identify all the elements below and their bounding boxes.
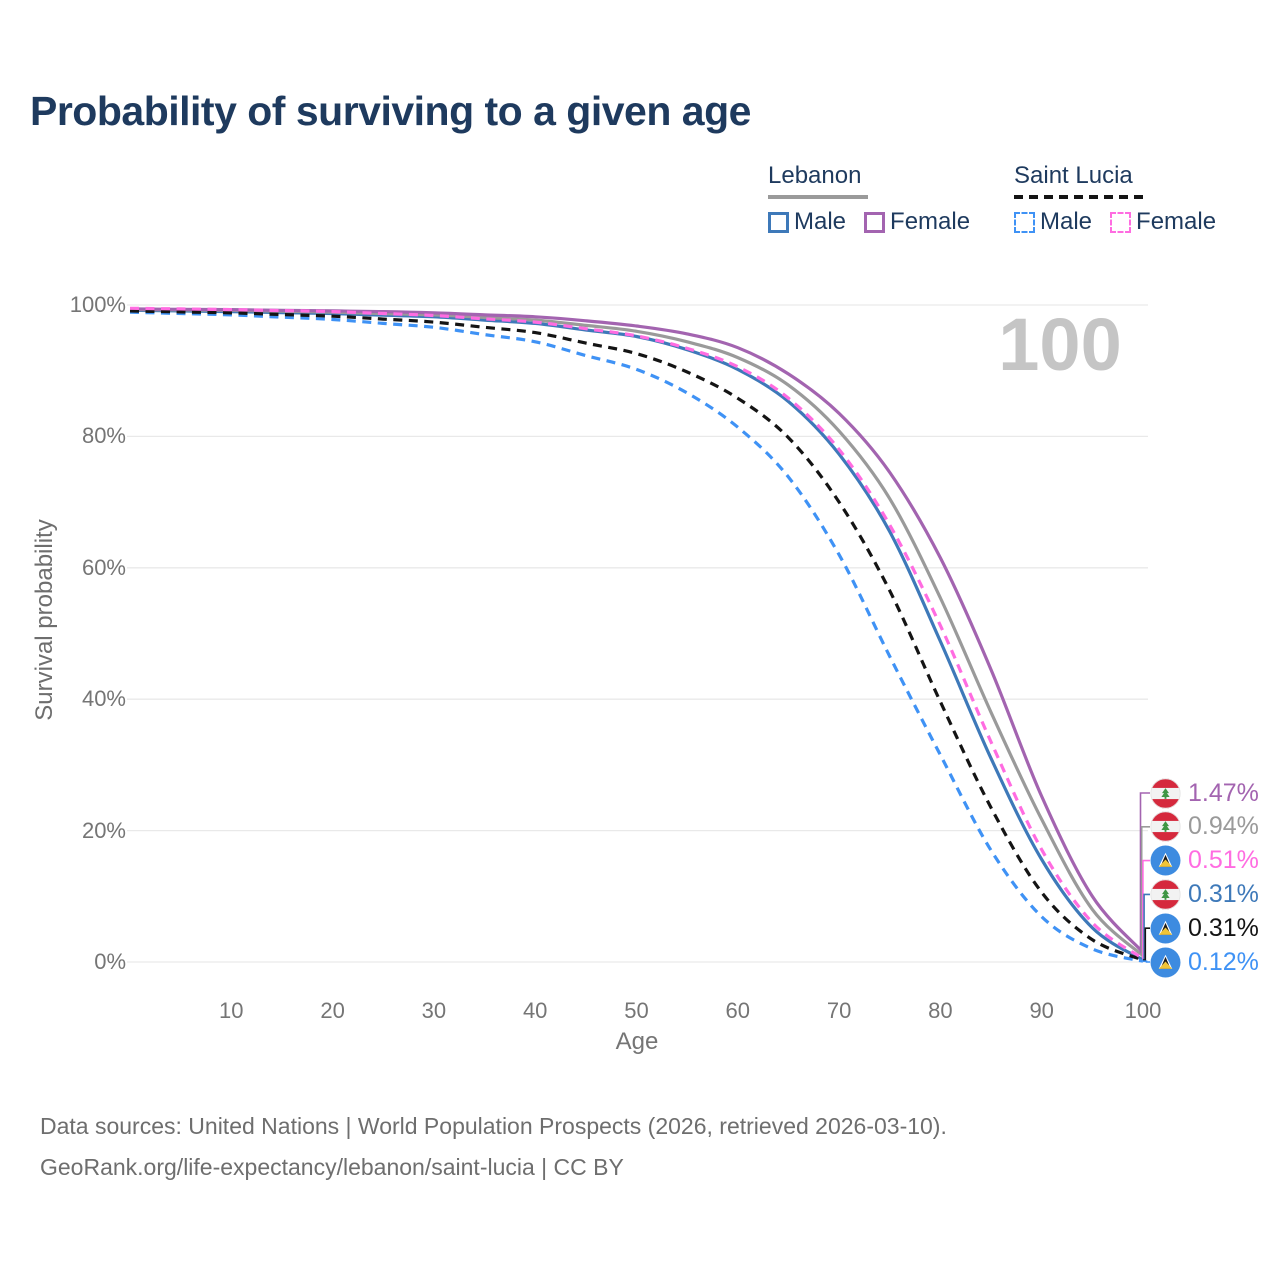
end-label-lebanon-male: 0.31% [1150, 878, 1259, 910]
y-tick-80%: 80% [81, 423, 126, 449]
y-tick-100%: 100% [69, 292, 126, 317]
x-tick-80: 80 [928, 998, 953, 1023]
end-label-saint-lucia-both-sexes: 0.31% [1150, 912, 1259, 944]
lebanon-male-swatch-icon [768, 211, 789, 233]
curve-saint-lucia-male [129, 310, 1144, 963]
x-tick-90: 90 [1029, 998, 1054, 1023]
curve-saint-lucia-female [129, 306, 1144, 960]
footer: Data sources: United Nations | World Pop… [40, 1106, 947, 1188]
legend-item-saint-lucia-female[interactable]: Female [1110, 208, 1216, 236]
x-tick-10: 10 [219, 998, 244, 1023]
x-tick-20: 20 [320, 998, 345, 1023]
end-label-lebanon-female: 1.47% [1150, 777, 1259, 809]
lebanon-linestyle-swatch [768, 195, 868, 199]
connector-saint-lucia-both-sexes [1143, 927, 1150, 961]
survival-curves [129, 306, 1145, 963]
x-tick-100: 100 [1124, 998, 1162, 1023]
y-axis-title: Survival probability [31, 519, 58, 721]
legend-item-label: Female [890, 208, 971, 235]
connector-lebanon-male [1143, 893, 1150, 961]
saint-lucia-flag-icon [1150, 947, 1181, 978]
legend-item-label: Male [1040, 208, 1093, 235]
end-value-saint-lucia-male: 0.12% [1188, 947, 1259, 976]
footer-data-sources: Data sources: United Nations | World Pop… [40, 1113, 947, 1139]
legend-group-lebanon: Lebanon Male Female [768, 162, 970, 236]
legend-group-saint-lucia: Saint Lucia Male Female [1014, 162, 1216, 236]
x-axis-title: Age [615, 1028, 659, 1055]
end-label-saint-lucia-male: 0.12% [1150, 946, 1259, 978]
curve-lebanon-female [129, 307, 1145, 954]
legend-item-label: Female [1136, 208, 1217, 235]
end-label-lebanon-both-sexes: 0.94% [1150, 811, 1259, 843]
gridlines [127, 304, 1148, 963]
end-value-lebanon-female: 1.47% [1188, 778, 1259, 807]
saint-lucia-linestyle-swatch [1014, 195, 1145, 199]
y-tick-60%: 60% [81, 554, 126, 580]
saint-lucia-male-swatch-icon [1014, 211, 1035, 233]
curve-lebanon-both-sexes [129, 308, 1145, 957]
page-title: Probability of surviving to a given age [30, 88, 751, 134]
saint-lucia-female-swatch-icon [1110, 211, 1132, 233]
x-tick-30: 30 [421, 998, 447, 1023]
lebanon-flag-icon [1150, 879, 1181, 910]
legend-item-label: Male [794, 208, 847, 235]
legend-item-lebanon-male[interactable]: Male [768, 208, 846, 236]
end-value-lebanon-both-sexes: 0.94% [1188, 812, 1259, 841]
y-tick-0%: 0% [94, 949, 126, 974]
lebanon-flag-icon [1150, 778, 1181, 809]
legend-group-saint-lucia-title: Saint Lucia [1014, 162, 1133, 189]
x-tick-40: 40 [522, 998, 548, 1023]
lebanon-female-swatch-icon [864, 211, 886, 233]
x-tick-60: 60 [725, 998, 751, 1023]
saint-lucia-flag-icon [1150, 913, 1181, 944]
curve-lebanon-male [129, 308, 1144, 962]
x-tick-70: 70 [826, 998, 852, 1023]
lebanon-flag-icon [1150, 811, 1181, 842]
x-tick-50: 50 [624, 998, 649, 1023]
end-label-connectors [1139, 792, 1150, 963]
connector-saint-lucia-female [1142, 859, 1150, 960]
connector-saint-lucia-male [1143, 960, 1150, 963]
legend-item-lebanon-female[interactable]: Female [864, 208, 970, 236]
age-watermark: 100 [998, 303, 1122, 386]
curve-saint-lucia-both-sexes [129, 309, 1144, 962]
y-tick-40%: 40% [81, 686, 126, 712]
y-tick-20%: 20% [81, 817, 126, 843]
saint-lucia-flag-icon [1150, 845, 1181, 876]
end-value-saint-lucia-female: 0.51% [1188, 846, 1259, 875]
end-label-saint-lucia-female: 0.51% [1150, 845, 1259, 877]
end-value-lebanon-male: 0.31% [1188, 879, 1259, 908]
end-value-saint-lucia-both-sexes: 0.31% [1188, 913, 1259, 942]
legend-group-lebanon-title: Lebanon [768, 162, 862, 189]
footer-attribution: GeoRank.org/life-expectancy/lebanon/sain… [40, 1154, 624, 1180]
legend-item-saint-lucia-male[interactable]: Male [1014, 208, 1092, 236]
